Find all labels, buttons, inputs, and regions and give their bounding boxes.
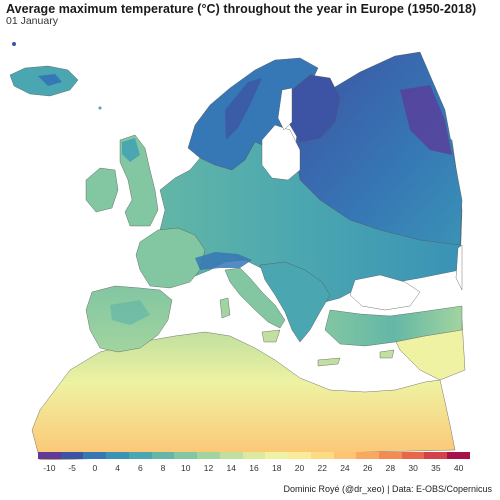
legend-swatch	[424, 452, 448, 459]
legend-label: 24	[340, 463, 350, 473]
caspian-sea	[455, 244, 463, 291]
legend-label: 40	[453, 463, 464, 473]
legend-swatch	[333, 452, 357, 459]
iberia-central-plateau	[110, 300, 150, 325]
legend-swatch	[128, 452, 152, 459]
legend-label: 4	[115, 463, 120, 473]
map-title: Average maximum temperature (°C) through…	[6, 2, 477, 16]
legend-label: 0	[92, 463, 98, 473]
legend-swatch	[83, 452, 107, 459]
sardinia-region	[219, 297, 231, 319]
legend-label: 22	[317, 463, 327, 473]
date-label: 01 January	[6, 15, 58, 27]
legend-label: 26	[362, 463, 373, 473]
legend-swatch	[242, 452, 266, 459]
legend-swatch	[60, 452, 84, 459]
france-region	[135, 227, 206, 289]
baltic-sea	[261, 124, 301, 181]
crete-region	[317, 357, 341, 367]
legend-label: 18	[272, 463, 282, 473]
legend-swatch	[106, 452, 129, 459]
italy-region	[224, 267, 286, 329]
legend-swatch	[288, 452, 311, 459]
legend-label: -5	[68, 463, 76, 473]
arctic-cold-core	[400, 85, 452, 155]
alps-region	[195, 252, 252, 270]
iceland-glacier	[38, 74, 62, 86]
legend-labels: -10 -5 0 4 6 8 10 12 14 16 18 20 22 24 26 28 30 35 40	[38, 463, 470, 475]
legend-label: -10	[43, 463, 56, 473]
legend-swatch	[401, 452, 425, 459]
legend-label: 16	[249, 463, 259, 473]
mountain-spine-cold	[225, 78, 262, 140]
legend-swatch	[447, 452, 470, 459]
legend-swatch	[197, 452, 220, 459]
cyprus-region	[379, 349, 395, 359]
ireland-region	[85, 167, 119, 213]
gulf-of-bothnia	[277, 87, 293, 131]
legend-label: 20	[294, 463, 305, 473]
turkey-region	[324, 305, 463, 347]
europe-temperature-map	[9, 42, 466, 460]
sicily-region	[261, 329, 281, 343]
svalbard-island	[12, 42, 16, 46]
legend-swatch	[356, 452, 380, 459]
legend-label: 28	[385, 463, 396, 473]
legend-swatch	[151, 452, 175, 459]
legend-label: 8	[160, 463, 166, 473]
legend-swatch	[219, 452, 243, 459]
legend-swatch	[38, 452, 61, 459]
scottish-highlands	[122, 138, 140, 162]
legend-label: 35	[431, 463, 441, 473]
data-credit: Dominic Royé (@dr_xeo) | Data: E-OBS/Cop…	[283, 484, 492, 494]
legend-label: 6	[137, 463, 143, 473]
legend-label: 30	[408, 463, 418, 473]
balkans-region	[259, 261, 331, 343]
faroe-island	[98, 106, 102, 110]
temperature-legend: -10 -5 0 4 6 8 10 12 14 16 18 20 22 24 26 28 30 35 40	[38, 452, 470, 476]
legend-label: 12	[203, 463, 214, 473]
legend-color-bar	[38, 452, 470, 459]
legend-swatch	[265, 452, 289, 459]
legend-label: 10	[181, 463, 191, 473]
finland-region	[289, 74, 341, 143]
legend-swatch	[379, 452, 402, 459]
legend-swatch	[174, 452, 198, 459]
legend-swatch	[310, 452, 334, 459]
legend-label: 14	[226, 463, 236, 473]
black-sea	[349, 274, 421, 311]
